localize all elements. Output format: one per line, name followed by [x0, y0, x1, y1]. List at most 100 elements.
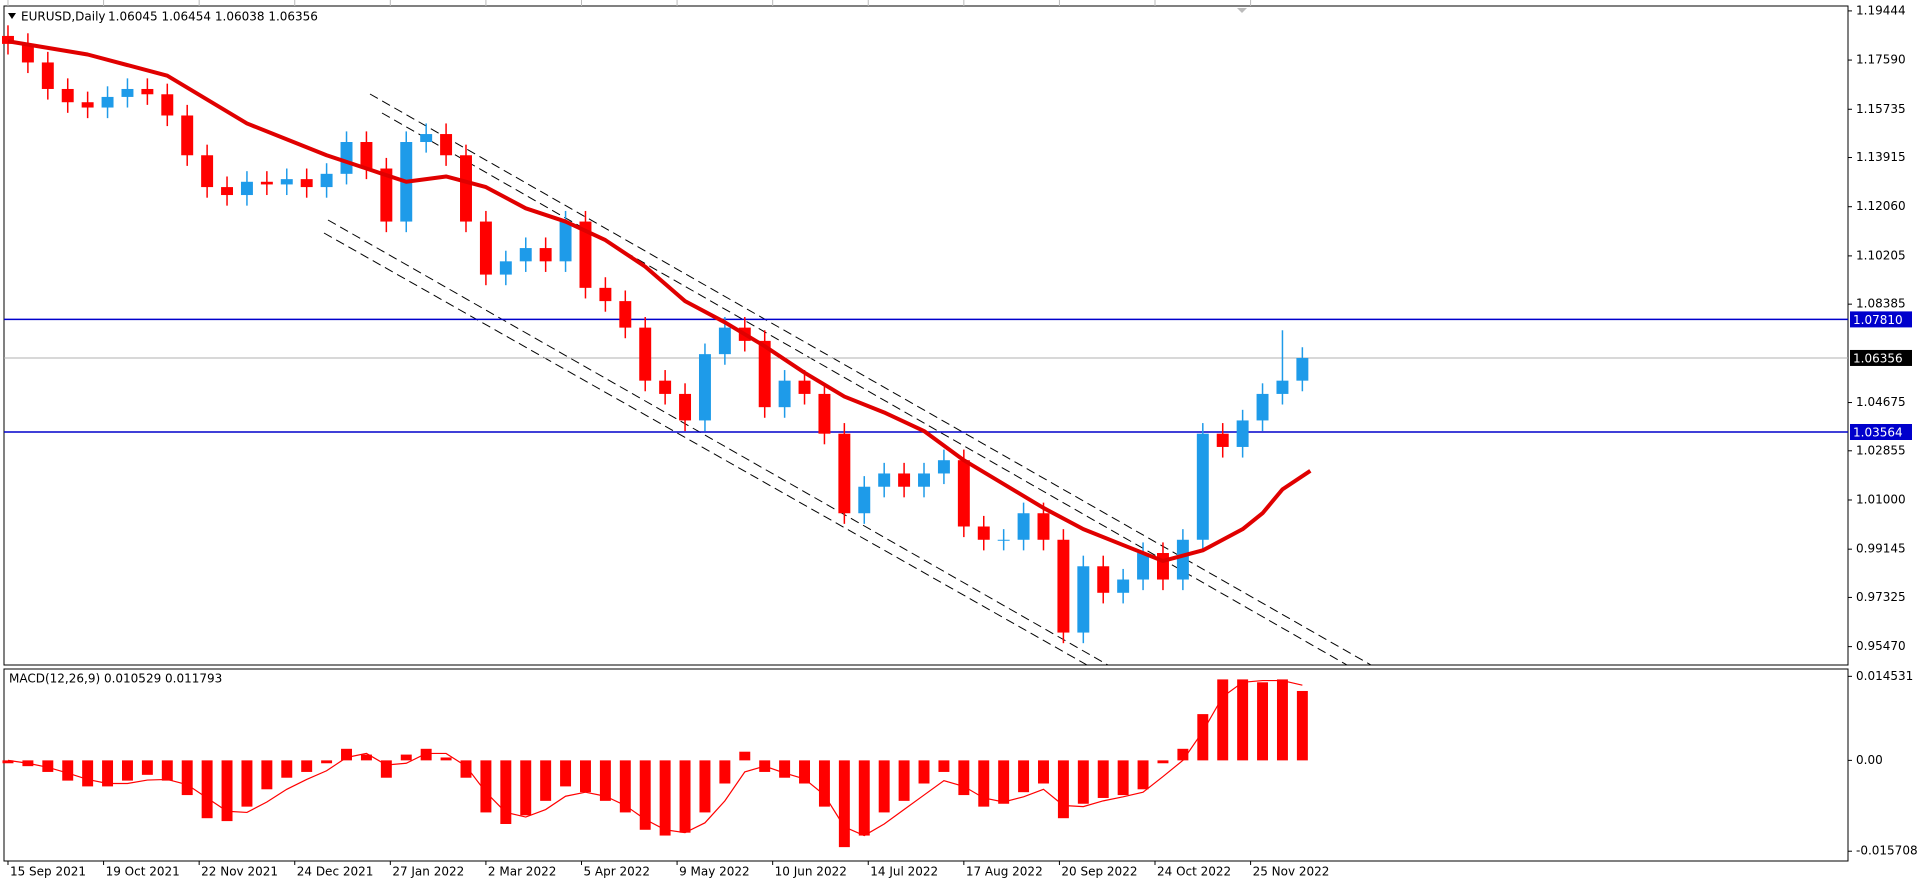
- macd-bar: [898, 760, 910, 801]
- macd-bar: [121, 760, 133, 781]
- macd-bar: [420, 748, 432, 761]
- macd-bar: [580, 760, 591, 793]
- y-tick-label: 1.01000: [1856, 492, 1906, 506]
- candle-body: [280, 179, 293, 185]
- candle-body: [221, 187, 234, 196]
- candle-body: [1117, 579, 1130, 593]
- level-label: 1.06356: [1853, 351, 1903, 365]
- candle-body: [1296, 357, 1309, 381]
- candle-body: [778, 380, 791, 408]
- candle-body: [937, 460, 950, 474]
- candle-body: [61, 88, 74, 103]
- macd-bar: [858, 760, 870, 836]
- x-tick-label: 10 Jun 2022: [775, 865, 847, 879]
- main-panel: [3, 5, 1849, 666]
- macd-bar: [1177, 748, 1189, 761]
- x-tick-label: 24 Oct 2022: [1157, 865, 1231, 879]
- macd-bar: [1157, 760, 1169, 764]
- macd-bar: [838, 760, 850, 848]
- macd-bar: [1296, 690, 1308, 761]
- macd-bar: [102, 760, 114, 787]
- chart-title: EURUSD,Daily: [21, 10, 106, 24]
- macd-bar: [1077, 760, 1089, 804]
- macd-bar: [82, 760, 94, 787]
- macd-bar: [500, 760, 512, 824]
- candle-body: [1017, 513, 1030, 540]
- macd-bar: [1057, 760, 1069, 819]
- candle-body: [41, 62, 54, 89]
- y-tick-label: 1.10205: [1856, 248, 1906, 262]
- candle-body: [1216, 433, 1229, 447]
- macd-bar: [161, 760, 173, 781]
- candle-body: [1057, 539, 1070, 633]
- x-tick-label: 22 Nov 2021: [201, 865, 278, 879]
- candle-body: [1236, 420, 1249, 447]
- x-tick-label: 19 Oct 2021: [106, 865, 180, 879]
- level-label: 1.07810: [1853, 313, 1903, 327]
- macd-bar: [679, 760, 691, 833]
- candle-body: [698, 354, 711, 421]
- channel-line: [327, 219, 1109, 666]
- x-tick-label: 2 Mar 2022: [488, 865, 556, 879]
- level-label: 1.03564: [1853, 425, 1903, 439]
- macd-bar: [599, 760, 611, 801]
- channel-line: [323, 232, 1088, 666]
- macd-bar: [1038, 760, 1049, 784]
- candle-body: [121, 88, 134, 97]
- menu-arrow[interactable]: [8, 13, 16, 19]
- x-tick-label: 14 Jul 2022: [870, 865, 938, 879]
- candle-body: [479, 221, 492, 275]
- channel-line: [369, 93, 1372, 666]
- candle-body: [360, 142, 373, 169]
- level-label-box: [1850, 349, 1912, 366]
- macd-bar: [958, 760, 970, 796]
- candle-body: [918, 473, 930, 487]
- macd-bar: [639, 760, 651, 830]
- candle-body: [1097, 566, 1110, 593]
- macd-bar: [1117, 760, 1129, 796]
- y-tick-label: 1.04675: [1856, 395, 1906, 409]
- candle-body: [977, 526, 990, 540]
- x-tick-label: 27 Jan 2022: [392, 865, 464, 879]
- macd-bar: [360, 754, 372, 761]
- macd-bar: [998, 760, 1010, 804]
- candle-body: [718, 327, 731, 355]
- candle-body: [758, 340, 771, 408]
- candle-body: [818, 393, 831, 434]
- candle-body: [878, 473, 891, 487]
- macd-bar: [540, 760, 552, 801]
- candle-body: [81, 102, 94, 108]
- macd-panel: [3, 668, 1849, 862]
- candle-body: [240, 181, 253, 196]
- macd-bar: [460, 760, 472, 778]
- chart-subtitle: 1.06045 1.06454 1.06038 1.06356: [108, 10, 318, 24]
- macd-bar: [380, 760, 392, 778]
- y-tick-label: 1.17590: [1856, 53, 1906, 67]
- macd-bar: [241, 760, 253, 807]
- y-tick-label: 1.19444: [1856, 3, 1906, 17]
- candle-body: [838, 433, 851, 514]
- macd-bar: [1137, 760, 1149, 790]
- level-label-box: [1850, 311, 1912, 328]
- candle-body: [579, 221, 592, 288]
- candle-body: [499, 261, 512, 275]
- macd-bar: [261, 760, 273, 790]
- macd-bar: [1257, 682, 1269, 761]
- candle-body: [300, 179, 313, 188]
- macd-bar: [1217, 679, 1229, 761]
- x-tick-label: 25 Nov 2022: [1253, 865, 1330, 879]
- macd-bar: [520, 760, 532, 816]
- macd-bar: [201, 760, 213, 819]
- candle-body: [559, 221, 572, 262]
- candle-body: [320, 173, 333, 188]
- candle-body: [141, 88, 154, 95]
- macd-bar: [2, 760, 14, 764]
- candle-body: [340, 142, 353, 174]
- macd-bar: [480, 760, 492, 813]
- candle-body: [21, 43, 34, 63]
- signal-line: [7, 679, 1303, 837]
- macd-bar: [42, 760, 54, 772]
- x-tick-label: 20 Sep 2022: [1061, 865, 1137, 879]
